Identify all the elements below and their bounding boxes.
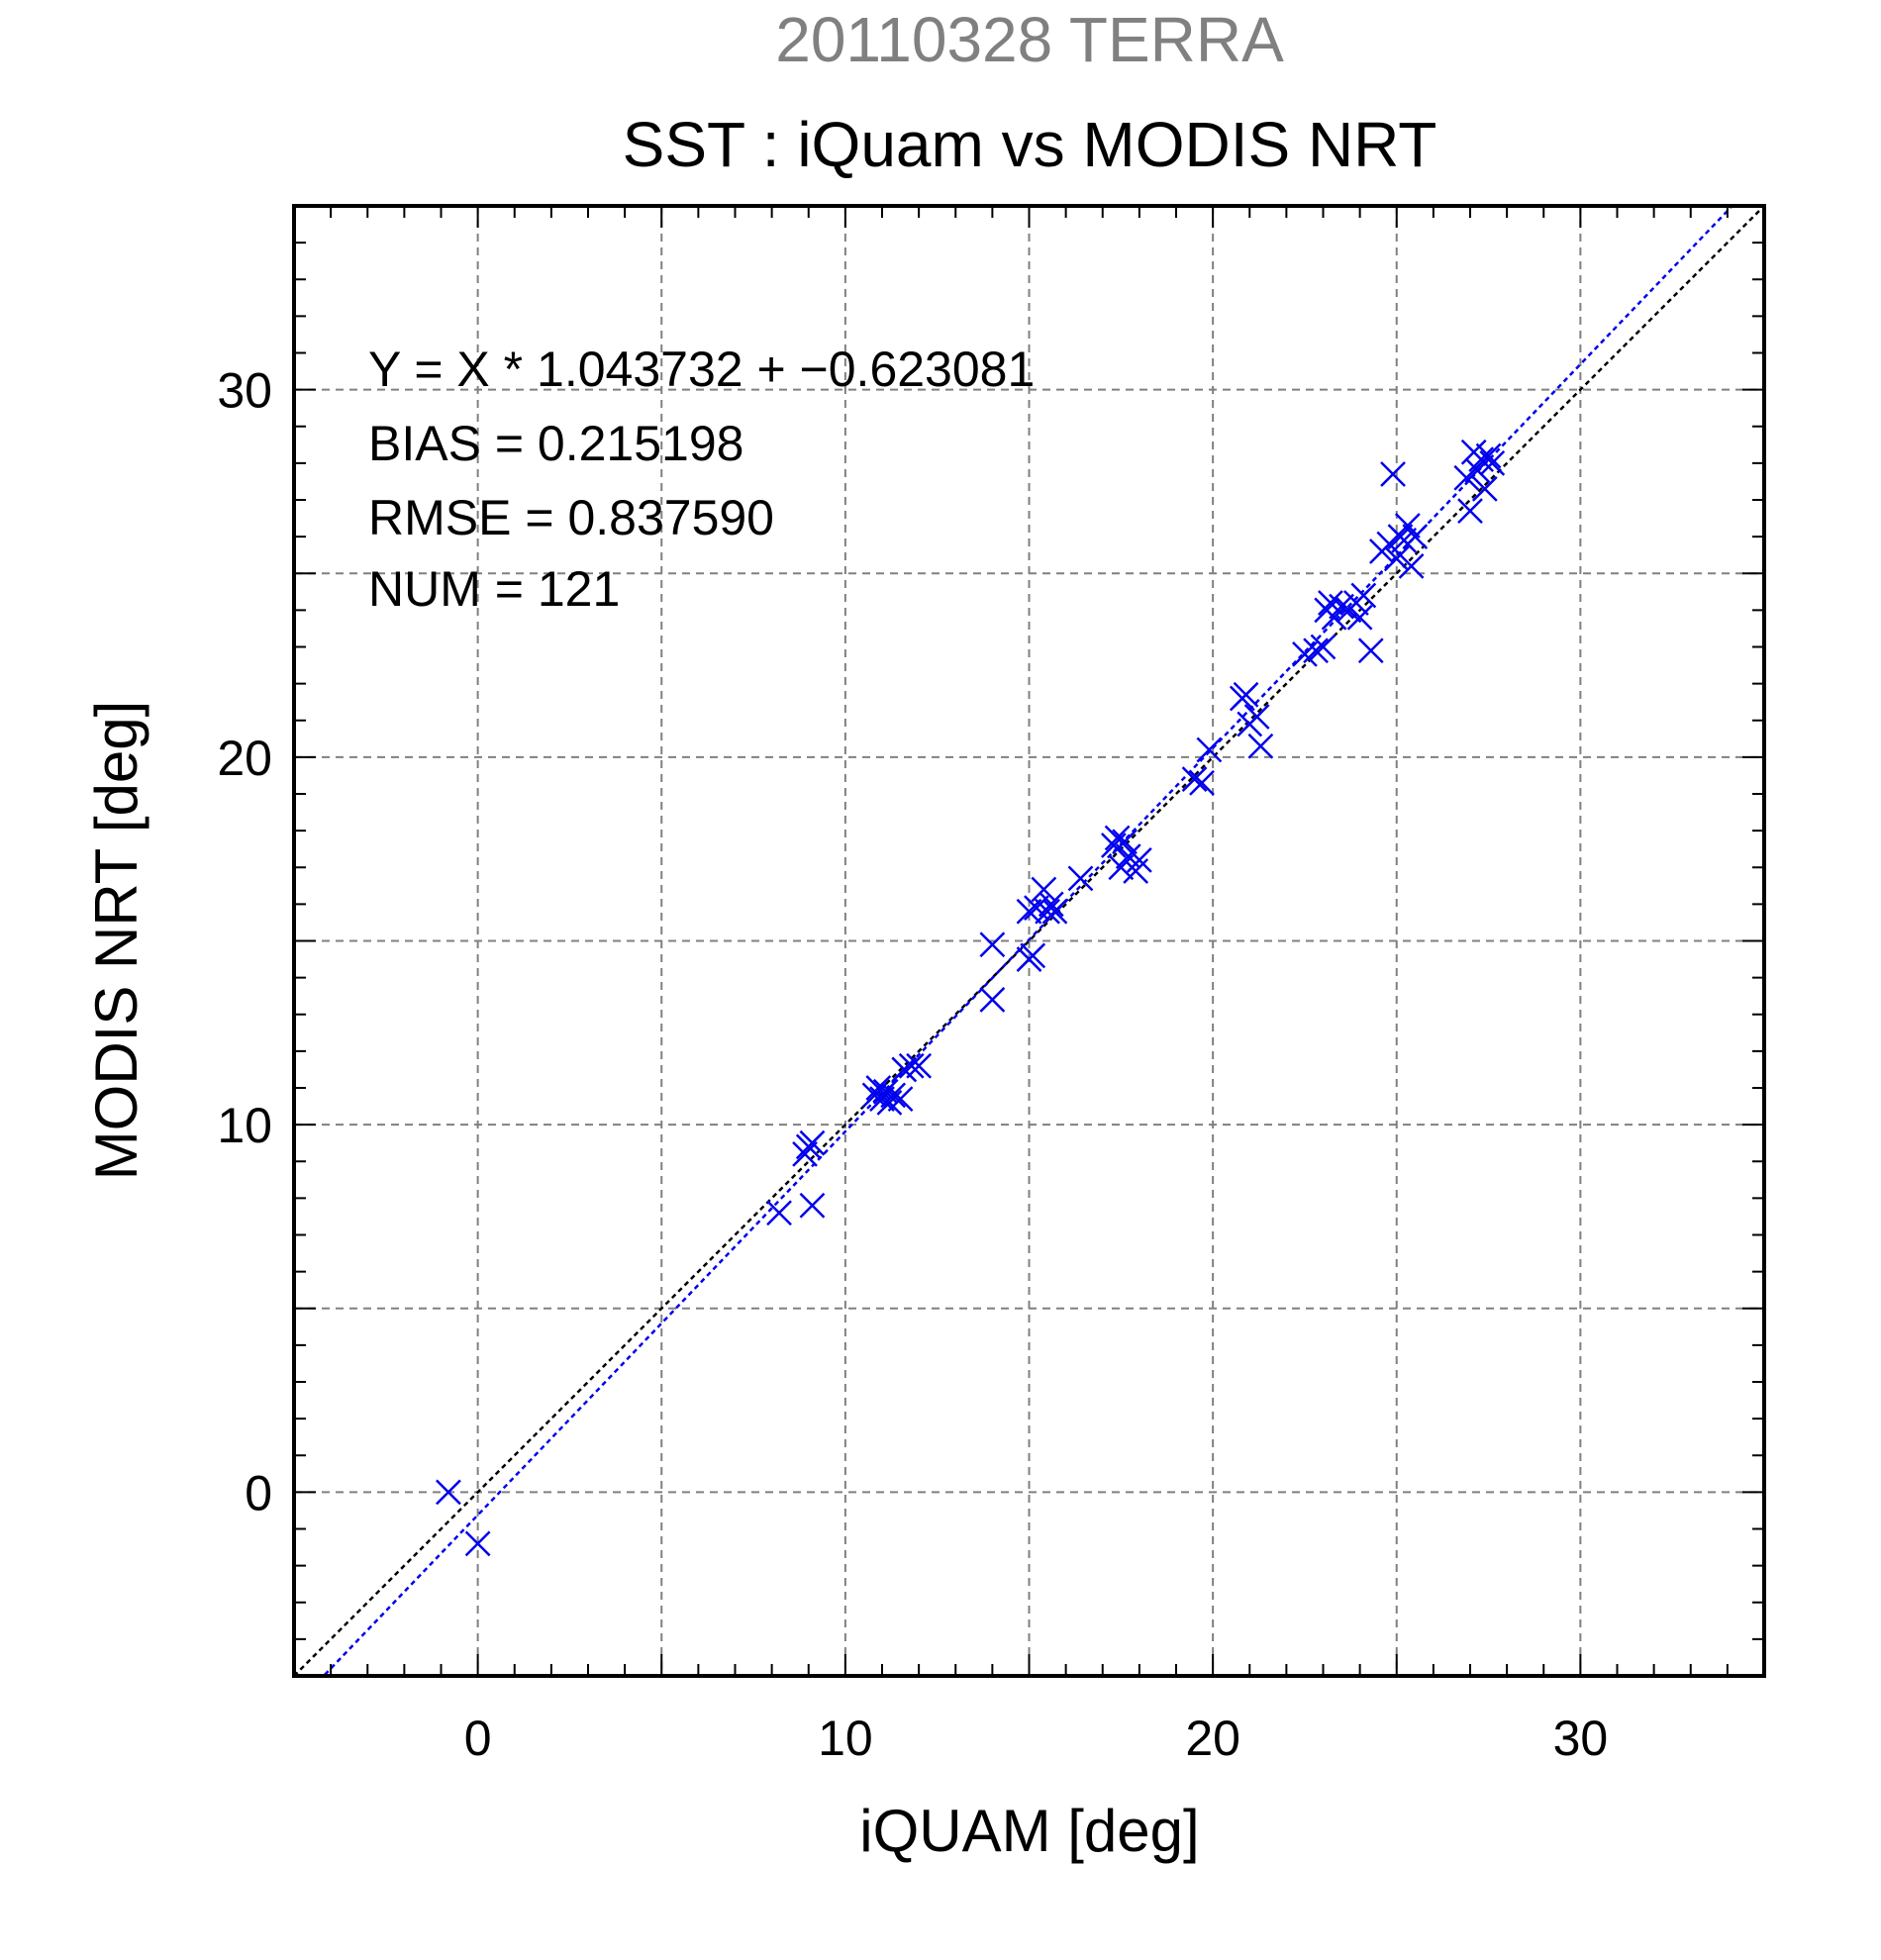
x-tick-label: 10: [818, 1711, 873, 1766]
stat-bias: BIAS = 0.215198: [368, 416, 743, 471]
y-axis-label: MODIS NRT [deg]: [83, 701, 149, 1181]
data-point: [1038, 891, 1064, 918]
data-point: [1383, 545, 1410, 572]
x-tick-label: 20: [1185, 1711, 1240, 1766]
data-point: [1189, 769, 1215, 796]
data-point: [1108, 854, 1135, 881]
data-point: [1196, 736, 1223, 763]
data-point: [1395, 513, 1421, 539]
axis-ticks: [293, 205, 1765, 1677]
data-point: [799, 1129, 826, 1156]
data-point: [1380, 461, 1406, 487]
data-point: [1104, 825, 1131, 851]
data-point: [1020, 942, 1046, 969]
y-tick-label: 10: [217, 1098, 272, 1153]
data-point: [1035, 898, 1060, 925]
data-point: [1402, 524, 1429, 550]
data-point: [1357, 637, 1384, 664]
data-point: [1471, 475, 1498, 502]
data-point: [1398, 552, 1425, 579]
data-point: [979, 931, 1006, 958]
data-point: [979, 987, 1006, 1013]
data-point: [1112, 829, 1138, 855]
data-point: [1303, 637, 1329, 664]
data-point: [1310, 634, 1336, 660]
y-tick-label: 30: [217, 363, 272, 419]
stat-rmse: RMSE = 0.837590: [368, 490, 774, 545]
data-point: [464, 1530, 491, 1557]
data-point: [1016, 898, 1042, 925]
y-tick-label: 20: [217, 731, 272, 786]
data-point: [436, 1479, 461, 1506]
data-point: [1181, 766, 1208, 793]
data-point: [898, 1052, 925, 1079]
chart-title-date: 20110328 TERRA: [775, 4, 1284, 75]
x-tick-label: 30: [1553, 1711, 1609, 1766]
tick-labels: 0 10 20 30 0 10 20 30: [217, 363, 1608, 1766]
data-points: [436, 439, 1506, 1557]
data-point: [1457, 498, 1483, 525]
identity-line: [294, 206, 1764, 1676]
data-point: [1329, 593, 1354, 620]
data-point: [906, 1052, 933, 1079]
data-point: [1479, 449, 1506, 476]
data-point: [1475, 442, 1502, 469]
data-point: [1247, 733, 1274, 759]
data-point: [1067, 865, 1094, 892]
data-point: [1233, 681, 1259, 708]
x-axis-label: iQUAM [deg]: [859, 1798, 1199, 1864]
data-point: [766, 1200, 792, 1226]
stat-equation: Y = X * 1.043732 + −0.623081: [368, 342, 1035, 397]
fit-line: [322, 206, 1734, 1676]
data-point: [792, 1140, 818, 1167]
data-point: [880, 1082, 907, 1109]
data-point: [1126, 846, 1152, 873]
data-point: [1453, 464, 1480, 491]
data-point: [1321, 604, 1347, 631]
chart-title: SST : iQuam vs MODIS NRT: [623, 109, 1437, 180]
y-tick-label: 0: [245, 1465, 272, 1520]
data-point: [1031, 876, 1057, 903]
stat-num: NUM = 121: [368, 561, 620, 617]
data-point: [799, 1192, 826, 1219]
reference-lines: [294, 206, 1764, 1676]
data-point: [891, 1056, 918, 1083]
data-point: [1243, 704, 1270, 730]
data-point: [1350, 582, 1377, 609]
data-point: [887, 1086, 914, 1113]
data-point: [1041, 898, 1068, 925]
x-tick-label: 0: [464, 1711, 492, 1766]
data-point: [1346, 604, 1373, 631]
